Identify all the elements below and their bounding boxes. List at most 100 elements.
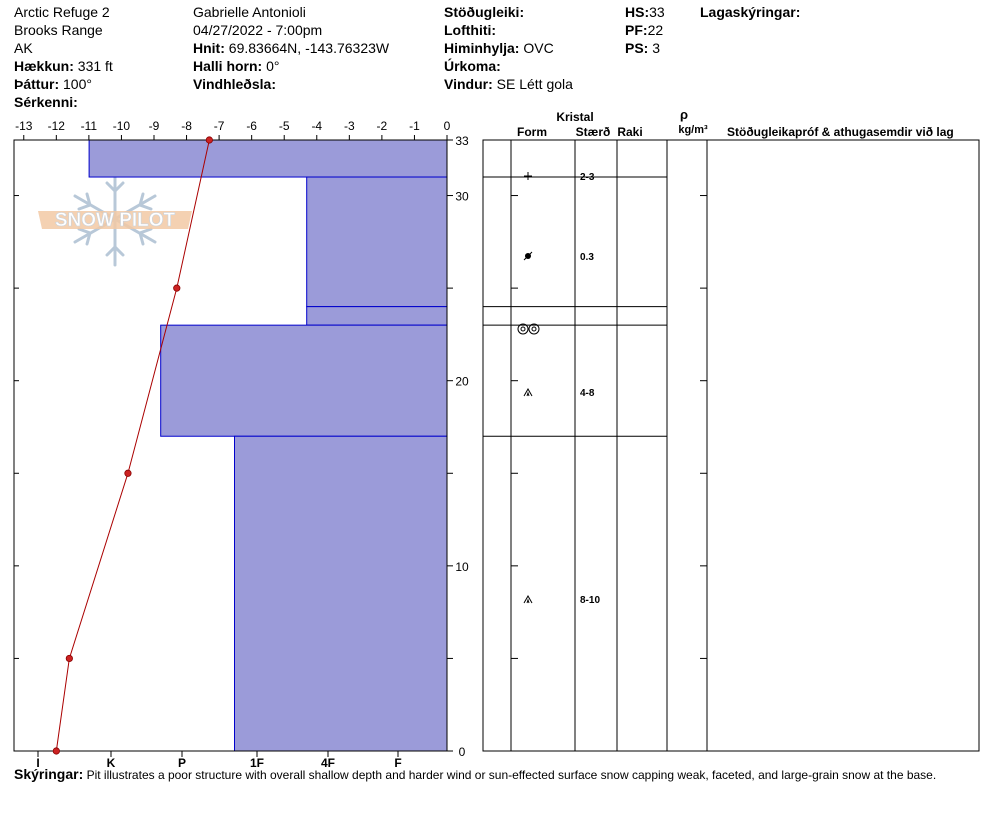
temperature-point <box>173 284 181 292</box>
elevation-value: 331 ft <box>77 58 113 74</box>
plus-crystal-icon <box>524 172 532 180</box>
density-symbol: ρ <box>680 107 688 122</box>
layer-notes-label: Lagaskýringar: <box>700 4 801 20</box>
temp-tick-label: -3 <box>344 119 355 133</box>
stability-label: Stöðugleiki: <box>444 4 525 20</box>
crystal-size-label: 0.3 <box>580 252 594 263</box>
temp-tick-label: -2 <box>377 119 388 133</box>
temperature-line <box>55 139 210 752</box>
moisture-header: Raki <box>617 125 642 139</box>
hardness-layer-3 <box>160 324 448 437</box>
temp-tick-label: -12 <box>48 119 66 133</box>
temp-tick-label: -9 <box>149 119 160 133</box>
mountain-range: Brooks Range <box>14 22 103 38</box>
temp-tick-label: -7 <box>214 119 225 133</box>
elevation: Hækkun: 331 ft <box>14 57 113 75</box>
slope-angle: Halli horn: 0° <box>193 57 280 75</box>
wind-loading-label: Vindhleðsla: <box>193 76 276 92</box>
snowpilot-logo: SNOW PILOT <box>38 171 192 267</box>
hardness-layer-4 <box>234 435 448 752</box>
rounded-crystal-icon-shape <box>528 323 540 335</box>
temperature-point <box>65 654 73 663</box>
facet-crystal-icon-shape <box>523 594 533 604</box>
pf: PF:22 <box>625 21 663 39</box>
hardness-label: 1F <box>250 756 264 770</box>
sky-label: Himinhylja: <box>444 40 520 56</box>
depth-label: 20 <box>455 375 469 389</box>
wind: Vindur: SE Létt gola <box>444 75 573 93</box>
temp-tick-label: -6 <box>246 119 257 133</box>
observation-datetime: 04/27/2022 - 7:00pm <box>193 22 323 38</box>
temperature-point <box>124 469 132 477</box>
temperature-point <box>205 136 213 144</box>
rounded-crystal-icon-shape <box>520 326 526 332</box>
hs: HS:33 <box>625 3 665 21</box>
form-header: Form <box>517 125 547 139</box>
depth-label: 33 <box>455 134 469 148</box>
rounded-crystal-icon-shape <box>531 326 537 332</box>
air-temp-label: Lofthiti: <box>444 22 497 38</box>
coords-value: 69.83664N, -143.76323W <box>228 40 390 56</box>
hardness-label: F <box>394 756 401 770</box>
crystal-size-label: 2-3 <box>580 172 595 183</box>
depth-label: 30 <box>455 190 469 204</box>
melt-crystal-icon-shape <box>523 251 533 261</box>
wind-value: SE Létt gola <box>496 76 573 92</box>
wind-label: Vindur: <box>444 76 493 92</box>
sky-cover: Himinhylja: OVC <box>444 39 554 57</box>
hardness-label: I <box>36 756 39 770</box>
temp-tick-label: -10 <box>113 119 131 133</box>
hs-value: 33 <box>649 4 665 20</box>
tests-header: Stöðugleikapróf & athugasemdir við lag <box>727 125 954 139</box>
crystal-size-label: 8-10 <box>580 595 600 606</box>
coordinates: Hnit: 69.83664N, -143.76323W <box>193 39 389 57</box>
facet-crystal-icon <box>523 594 533 604</box>
rounded-crystal-icon-shape <box>517 323 529 335</box>
rounded-crystal-icon <box>517 323 540 335</box>
hardness-layer-1 <box>306 176 448 308</box>
comments-label: Skýringar: <box>14 766 84 782</box>
hs-label: HS: <box>625 4 650 20</box>
crystal-table-frame <box>482 139 980 752</box>
temp-tick-label: 0 <box>444 119 451 133</box>
ps: PS: 3 <box>625 39 660 57</box>
temp-tick-label: -11 <box>81 119 98 133</box>
facet-crystal-icon-shape <box>523 387 533 397</box>
ps-label: PS: <box>625 40 649 56</box>
temp-tick-label: -8 <box>181 119 192 133</box>
pf-label: PF: <box>625 22 648 38</box>
crystal-size-label: 4-8 <box>580 388 595 399</box>
comments-text: Pit illustrates a poor structure with ov… <box>86 768 937 782</box>
hardness-label: K <box>107 756 116 770</box>
sky-value: OVC <box>523 40 554 56</box>
elevation-label: Hækkun: <box>14 58 74 74</box>
size-header: Stærð <box>576 125 611 139</box>
hardness-layer-0 <box>88 139 448 178</box>
plot-frame <box>13 139 448 752</box>
temperature-point <box>52 747 60 755</box>
slope-value: 0° <box>266 58 280 74</box>
comments: Skýringar: Pit illustrates a poor struct… <box>14 766 936 782</box>
logo-text: SNOW PILOT <box>55 210 176 231</box>
hardness-label: P <box>178 756 186 770</box>
plus-crystal-icon-shape <box>524 172 532 180</box>
coords-label: Hnit: <box>193 40 225 56</box>
density-unit: kg/m³ <box>678 124 708 136</box>
facet-crystal-icon <box>523 387 533 397</box>
slope-label: Halli horn: <box>193 58 263 74</box>
features-label: Sérkenni: <box>14 94 78 110</box>
location-name: Arctic Refuge 2 <box>14 4 110 20</box>
temp-tick-label: -5 <box>279 119 290 133</box>
precip-label: Úrkoma: <box>444 58 501 74</box>
snow-profile-chart: SNOW PILOT -13 -12 -11 -10 -9 -8 -7 -6 -5 -4 -3 -2-… <box>13 107 980 770</box>
observer-name: Gabrielle Antonioli <box>193 4 306 20</box>
temp-tick-label: -4 <box>311 119 322 133</box>
hardness-label: 4F <box>321 756 335 770</box>
pf-value: 22 <box>647 22 664 38</box>
aspect: Þáttur: 100° <box>14 75 92 93</box>
aspect-label: Þáttur: <box>14 76 60 92</box>
aspect-value: 100° <box>63 76 92 92</box>
state: AK <box>14 40 33 56</box>
temp-tick-label: -13 <box>15 119 33 133</box>
hardness-layer-2 <box>306 306 448 326</box>
